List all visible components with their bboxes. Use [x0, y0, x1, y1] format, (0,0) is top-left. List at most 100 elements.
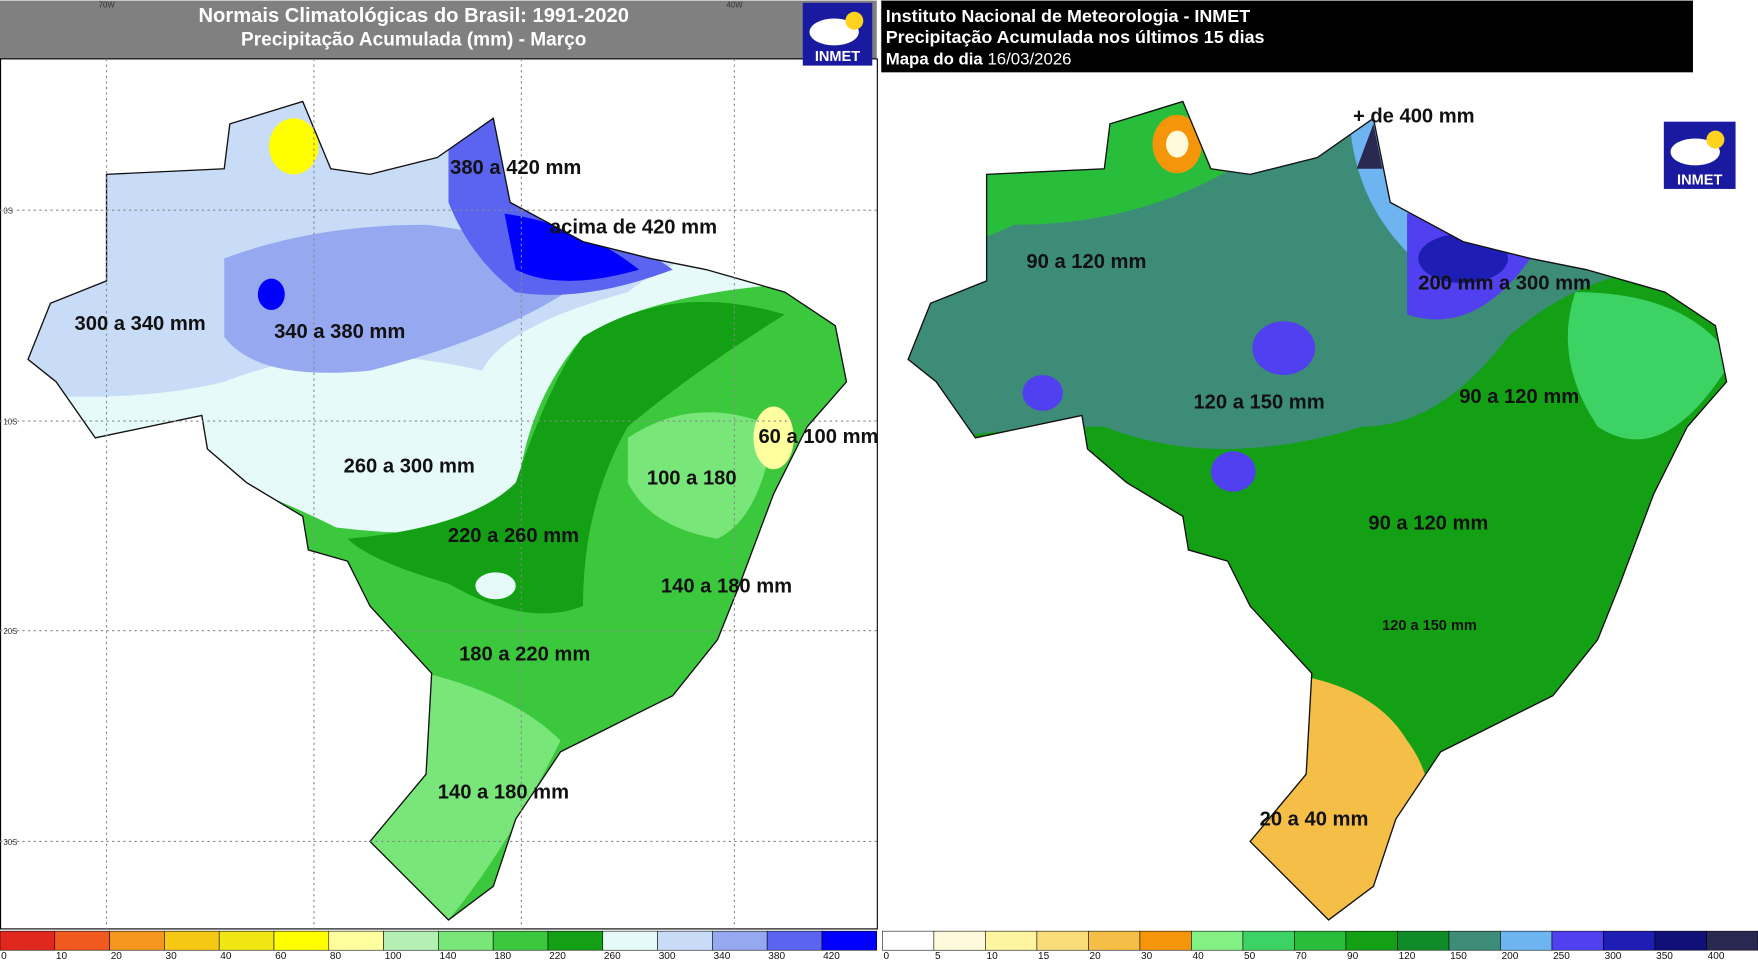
legend-swatch — [1294, 930, 1347, 951]
legend-tick-label: 20 — [1090, 951, 1102, 962]
legend-tick-label: 20 — [111, 951, 123, 962]
region-label: 120 a 150 mm — [1382, 618, 1477, 634]
legend-tick-label: 80 — [330, 951, 342, 962]
region-label: 300 a 340 mm — [75, 313, 206, 335]
legend-tick-label: 30 — [1141, 951, 1153, 962]
region-label: + de 400 mm — [1353, 106, 1475, 128]
legend-swatch — [1345, 930, 1398, 951]
legend-tick-label: 70 — [1296, 951, 1308, 962]
legend-swatch — [821, 930, 878, 951]
legend-tick-label: 140 — [439, 951, 456, 962]
legend-tick-label: 220 — [549, 951, 566, 962]
legend-swatch — [492, 930, 549, 951]
legend-tick-label: 250 — [1553, 951, 1570, 962]
region-label: 340 a 380 mm — [274, 321, 405, 343]
legend-swatch — [0, 930, 56, 951]
region-label: 100 a 180 — [647, 468, 737, 490]
date-label: Mapa do dia — [886, 49, 984, 68]
legend-tick-label: 90 — [1347, 951, 1359, 962]
legend-swatch — [985, 930, 1038, 951]
region-label: 140 a 180 mm — [661, 575, 792, 597]
legend-tick-label: 10 — [56, 951, 68, 962]
date: 16/03/2026 — [987, 49, 1071, 68]
legend-swatch — [218, 930, 275, 951]
legend-swatch — [882, 930, 935, 951]
region-label: 220 a 260 mm — [448, 525, 579, 547]
legend-swatch — [602, 930, 658, 951]
region-label: 90 a 120 mm — [1459, 386, 1579, 408]
date-line: Mapa do dia 16/03/2026 — [886, 49, 1072, 68]
legend-swatch — [1139, 930, 1192, 951]
title-bar — [881, 0, 1693, 73]
legend-tick-label: 200 — [1502, 951, 1519, 962]
logo-text: INMET — [815, 49, 860, 65]
region-label: 180 a 220 mm — [459, 644, 590, 666]
legend-tick-label: 150 — [1450, 951, 1467, 962]
legend-swatch — [109, 930, 165, 951]
legend-swatch — [1088, 930, 1141, 951]
axis-label: 70W — [99, 0, 116, 9]
region-label: 380 a 420 mm — [450, 157, 581, 179]
legend-tick-label: 340 — [713, 951, 730, 962]
region-label: 90 a 120 mm — [1026, 251, 1146, 273]
legend-tick-label: 350 — [1656, 951, 1673, 962]
axis-label: 10S — [3, 417, 17, 426]
legend-swatch — [547, 930, 604, 951]
legend-swatch — [712, 930, 768, 951]
title-bar — [0, 0, 877, 59]
legend-swatch — [383, 930, 439, 951]
legend-tick-label: 380 — [768, 951, 785, 962]
legend-swatch — [1500, 930, 1553, 951]
legend-tick-label: 180 — [494, 951, 511, 962]
legend-swatch — [273, 930, 330, 951]
subtitle: Precipitação Acumulada nos últimos 15 di… — [886, 27, 1265, 47]
legend-swatch — [933, 930, 986, 951]
legend-swatch — [1036, 930, 1089, 951]
legend-tick-label: 120 — [1399, 951, 1416, 962]
axis-label: 20S — [3, 627, 17, 636]
region-label: acima de 420 mm — [550, 217, 717, 239]
axis-label: 40W — [727, 0, 744, 9]
region-label: 260 a 300 mm — [344, 455, 475, 477]
region-label: 20 a 40 mm — [1260, 808, 1369, 830]
legend-tick-label: 10 — [987, 951, 999, 962]
legend-tick-label: 40 — [220, 951, 232, 962]
region-label: 90 a 120 mm — [1368, 512, 1488, 534]
legend-swatch — [1242, 930, 1295, 951]
region-label: 200 mm a 300 mm — [1418, 273, 1591, 295]
legend-swatch — [164, 930, 220, 951]
title: Instituto Nacional de Meteorologia - INM… — [886, 6, 1250, 26]
legend-swatch — [1397, 930, 1450, 951]
legend-tick-label: 400 — [1708, 951, 1725, 962]
legend-swatch — [1654, 930, 1707, 951]
legend-tick-label: 0 — [883, 951, 889, 962]
legend-swatch — [766, 930, 823, 951]
legend-tick-label: 15 — [1038, 951, 1050, 962]
legend-swatch — [1706, 930, 1758, 951]
legend-swatch — [328, 930, 384, 951]
legend-swatch — [1191, 930, 1244, 951]
left-panel: 70W 40W 0S 10S 20S 30S Normais Climatoló… — [0, 0, 878, 930]
legend-swatch — [1551, 930, 1604, 951]
subtitle: Precipitação Acumulada (mm) - Março — [241, 29, 586, 50]
legend-swatch — [1603, 930, 1656, 951]
axis-label: 0S — [3, 207, 13, 216]
legend-tick-label: 260 — [604, 951, 621, 962]
legend-tick-label: 0 — [1, 951, 7, 962]
axis-label: 30S — [3, 838, 17, 847]
legend-tick-label: 40 — [1193, 951, 1205, 962]
legend-tick-label: 300 — [659, 951, 676, 962]
map — [907, 100, 1728, 921]
legend-tick-label: 60 — [275, 951, 287, 962]
legend-swatch — [1448, 930, 1501, 951]
title: Normais Climatológicas do Brasil: 1991-2… — [198, 5, 629, 27]
logo-text: INMET — [1677, 172, 1722, 188]
region-label: 120 a 150 mm — [1193, 391, 1324, 413]
legend-tick-label: 30 — [166, 951, 178, 962]
region-label: 60 a 100 mm — [758, 426, 878, 448]
legend-tick-label: 300 — [1605, 951, 1622, 962]
legend-swatch — [438, 930, 494, 951]
legend-swatch — [657, 930, 713, 951]
region-label: 140 a 180 mm — [438, 782, 569, 804]
